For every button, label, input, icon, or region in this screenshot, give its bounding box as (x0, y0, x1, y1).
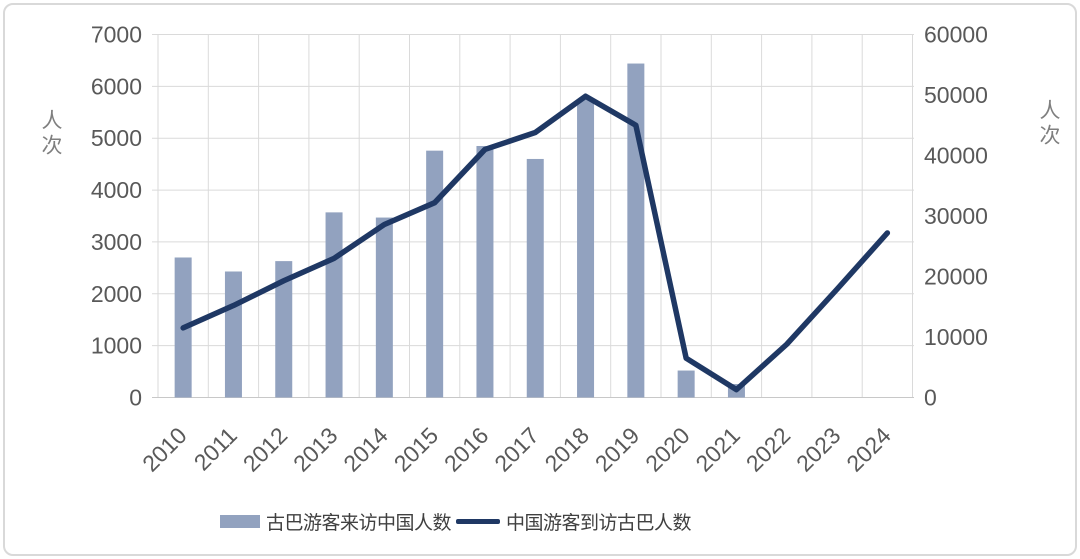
left-axis-tick-label: 4000 (91, 177, 142, 203)
right-axis-tick-label: 40000 (924, 143, 988, 169)
left-axis-tick-label: 6000 (91, 73, 142, 99)
bar-series-swatch-icon (220, 514, 260, 528)
right-axis-tick-label: 0 (924, 385, 937, 411)
bar-2014 (375, 217, 393, 398)
right-axis-tick-label: 10000 (924, 324, 988, 350)
x-axis-tick-label: 2021 (690, 422, 745, 477)
right-axis-tick-label: 50000 (924, 82, 988, 108)
right-axis-tick-label: 20000 (924, 264, 988, 290)
chart-figure: 0 1000 2000 3000 4000 5000 6000 7000 0 10000 20000… (3, 3, 1077, 556)
x-axis-tick-label: 2017 (489, 422, 544, 477)
x-axis-tick-label: 2020 (640, 422, 695, 477)
right-axis-tick-label: 60000 (924, 22, 988, 48)
x-axis-tick-label: 2014 (338, 422, 393, 477)
x-axis-tick-label: 2022 (741, 422, 796, 477)
x-axis-tick-label: 2016 (439, 422, 494, 477)
left-axis-tick-label: 0 (129, 385, 142, 411)
legend-label: 中国游客到访古巴人数 (506, 512, 692, 534)
left-axis-tick-label: 5000 (91, 125, 142, 151)
bar-2012 (275, 261, 293, 398)
line-series-swatch-icon (456, 518, 501, 524)
legend-label: 古巴游客来访中国人数 (266, 512, 452, 534)
left-axis-tick-label: 7000 (91, 22, 142, 48)
x-axis-tick-label: 2010 (137, 422, 192, 477)
bar-2013 (325, 212, 343, 398)
x-axis-tick-label: 2018 (540, 422, 595, 477)
x-axis-tick-label: 2023 (791, 422, 846, 477)
legend: 古巴游客来访中国人数 中国游客到访古巴人数 (220, 506, 692, 536)
bar-2018 (577, 99, 595, 398)
x-axis-tick-label: 2015 (389, 422, 444, 477)
right-axis-title: 人次 (1037, 99, 1060, 149)
legend-item-bar-series: 古巴游客来访中国人数 (220, 508, 452, 535)
x-axis-tick-label: 2012 (238, 422, 293, 477)
left-axis-tick-label: 1000 (91, 333, 142, 359)
x-axis-tick-label: 2019 (590, 422, 645, 477)
x-axis-tick-label: 2011 (189, 422, 242, 475)
bar-2015 (426, 150, 444, 398)
bar-2011 (224, 271, 242, 398)
legend-item-line-series: 中国游客到访古巴人数 (456, 508, 692, 535)
left-axis-tick-label: 2000 (91, 281, 142, 307)
trend-line (180, 93, 891, 393)
bar-2019 (627, 63, 645, 398)
left-axis-tick-label: 3000 (91, 229, 142, 255)
x-axis-tick-label: 2013 (288, 422, 343, 477)
x-axis-tick-label: 2024 (841, 422, 896, 477)
bar-2020 (677, 370, 695, 398)
chart-canvas: 0 1000 2000 3000 4000 5000 6000 7000 0 10000 20000… (91, 22, 988, 477)
bar-2016 (476, 145, 494, 398)
left-axis-title: 人次 (39, 109, 62, 159)
bar-2017 (526, 158, 544, 398)
right-axis-tick-label: 30000 (924, 203, 988, 229)
